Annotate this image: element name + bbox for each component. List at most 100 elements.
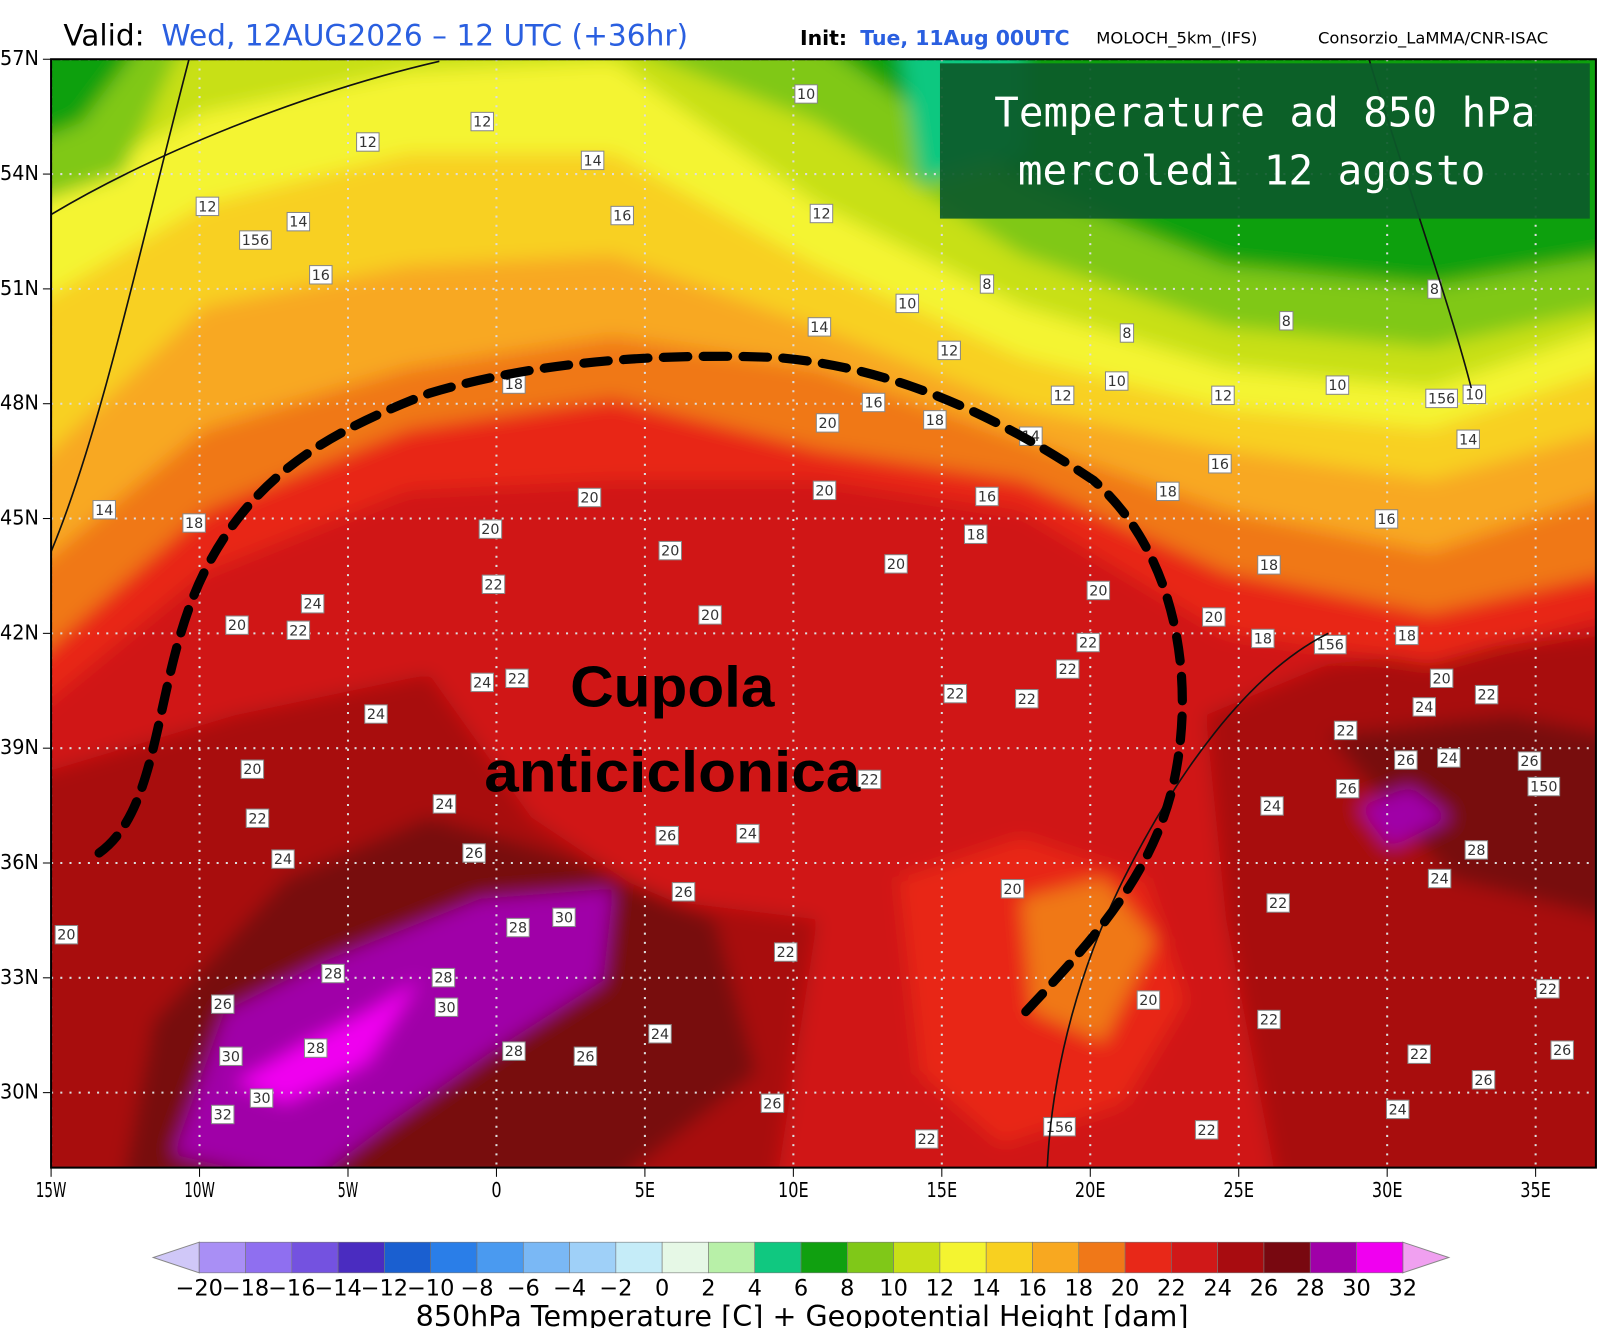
overlay-box xyxy=(939,63,1590,219)
contour-label-box xyxy=(1471,1070,1496,1090)
colorbar-label: 20 xyxy=(1111,1276,1140,1302)
contour-label: 10 xyxy=(1108,374,1126,390)
lat-label: 57N xyxy=(0,46,39,70)
contour-label: 30 xyxy=(555,910,573,926)
colorbar-box xyxy=(291,1241,339,1274)
contour-label: 16 xyxy=(864,396,882,412)
colorbar-box xyxy=(198,1241,246,1274)
contour-label-box xyxy=(1208,454,1232,474)
lat-label: 33N xyxy=(0,965,39,989)
contour-label: 22 xyxy=(918,1132,936,1148)
colorbar-box xyxy=(337,1241,385,1274)
colorbar-label: 0 xyxy=(655,1276,669,1302)
colorbar-box xyxy=(430,1241,478,1274)
colorbar-box xyxy=(708,1241,756,1274)
colorbar-label: −16 xyxy=(268,1276,315,1302)
lon-label: 5E xyxy=(635,1178,655,1202)
contour-label-box xyxy=(937,340,961,361)
colorbar-label: 26 xyxy=(1250,1276,1279,1302)
colorbar-box xyxy=(1217,1241,1265,1274)
contour-label: 28 xyxy=(505,1044,523,1060)
lat-label: 51N xyxy=(0,276,39,300)
colorbar-box xyxy=(1309,1241,1357,1274)
contour-label: 24 xyxy=(435,797,453,813)
colorbar-label: 24 xyxy=(1203,1276,1232,1302)
contour-label: 20 xyxy=(1433,671,1451,687)
contour-label: 22 xyxy=(1410,1047,1428,1063)
contour-label: 16 xyxy=(613,209,631,225)
colorbar-label: 8 xyxy=(840,1276,854,1302)
contour-label: 24 xyxy=(1263,799,1281,815)
ridge-axis xyxy=(94,351,1187,1027)
contour-label: 18 xyxy=(1159,484,1177,500)
contour-label: 20 xyxy=(243,762,261,778)
lat-label: 54N xyxy=(0,161,39,185)
height-contour xyxy=(51,60,440,216)
contour-label-box xyxy=(1527,776,1561,797)
contour-label: 22 xyxy=(1539,982,1557,998)
contour-label: 156 xyxy=(1317,638,1344,654)
init-label: Init: xyxy=(800,26,847,50)
contour-label: 156 xyxy=(1428,391,1455,407)
contour-label-box xyxy=(1437,748,1461,768)
contour-label-box xyxy=(1395,625,1419,646)
contour-label-box xyxy=(573,1046,598,1066)
contour-label-box xyxy=(271,849,295,869)
colorbar-label: 4 xyxy=(748,1276,762,1302)
contour-label-box xyxy=(1456,429,1480,449)
contour-label-box xyxy=(884,554,908,574)
contour-label: 26 xyxy=(1397,753,1415,769)
colorbar-label: 32 xyxy=(1389,1276,1418,1302)
contour-label-box xyxy=(943,683,968,704)
colorbar-label: 2 xyxy=(701,1276,715,1302)
contour-label-box xyxy=(364,704,388,724)
contour-label-box xyxy=(1474,684,1499,705)
model-name: MOLOCH_5km_(IFS) xyxy=(1096,28,1257,48)
colorbar-over xyxy=(1402,1241,1451,1274)
contour-label-box xyxy=(1427,279,1442,299)
contour-label: 22 xyxy=(946,687,964,703)
lon-label: 35E xyxy=(1520,1178,1551,1202)
contour-label: 24 xyxy=(367,707,385,723)
contour-label-box xyxy=(1076,632,1100,653)
contour-label-box xyxy=(309,265,333,285)
contour-label: 26 xyxy=(658,829,676,845)
contour-label-box xyxy=(648,1024,672,1044)
contour-label: 26 xyxy=(1520,754,1538,770)
contour-label: 10 xyxy=(898,296,916,312)
contour-label: 22 xyxy=(777,945,795,961)
contour-label: 12 xyxy=(359,135,377,151)
lat-label: 30N xyxy=(0,1080,39,1104)
contour-label: 26 xyxy=(214,997,232,1013)
contour-label: 26 xyxy=(1339,782,1357,798)
contour-label: 14 xyxy=(583,153,601,169)
contour-label-box xyxy=(580,150,605,171)
contour-label-box xyxy=(1412,697,1437,717)
height-contour xyxy=(51,59,190,552)
annotation: anticiclonica xyxy=(484,740,861,804)
colorbar-title: 850hPa Temperature [C] + Geopotential He… xyxy=(416,1299,1189,1328)
contour-label: 22 xyxy=(508,671,526,687)
contour-label-box xyxy=(1425,388,1458,409)
lat-label: 48N xyxy=(0,391,39,415)
contour-label: 24 xyxy=(274,852,292,868)
contour-label: 8 xyxy=(1430,282,1439,298)
colorbar-label: 28 xyxy=(1296,1276,1325,1302)
contour-label: 22 xyxy=(1260,1013,1278,1029)
contour-label-box xyxy=(1279,311,1294,331)
contour-label-box xyxy=(577,487,602,508)
contour-label: 26 xyxy=(1553,1043,1571,1059)
contour-label-box xyxy=(1550,1040,1574,1060)
contour-label: 32 xyxy=(214,1108,232,1124)
contour-label: 22 xyxy=(289,623,307,639)
contour-label: 156 xyxy=(242,233,269,249)
valid-label: Valid: xyxy=(63,18,144,52)
colorbar-box xyxy=(384,1241,431,1274)
contour-label: 18 xyxy=(926,413,944,429)
contour-label-box xyxy=(1104,371,1129,391)
contour-label-box xyxy=(979,274,995,294)
contour-label: 20 xyxy=(818,416,836,432)
contour-label-box xyxy=(815,413,840,433)
contour-label-box xyxy=(1211,385,1235,406)
contour-label: 24 xyxy=(1430,872,1448,888)
